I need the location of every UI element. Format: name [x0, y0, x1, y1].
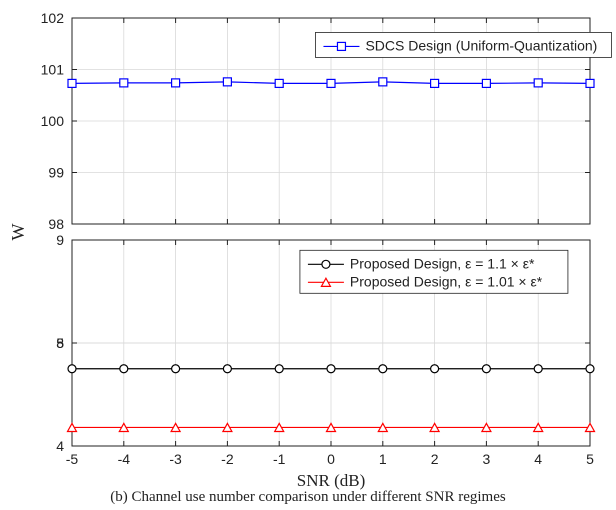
svg-text:SDCS Design (Uniform-Quantizat: SDCS Design (Uniform-Quantization) — [365, 37, 597, 53]
svg-text:-4: -4 — [118, 451, 131, 467]
svg-text:8: 8 — [56, 335, 64, 351]
svg-text:Proposed Design, ε = 1.1 × ε*: Proposed Design, ε = 1.1 × ε* — [350, 255, 535, 271]
svg-text:99: 99 — [48, 165, 64, 181]
svg-text:9: 9 — [56, 232, 64, 248]
svg-text:2: 2 — [431, 451, 439, 467]
svg-text:-3: -3 — [169, 451, 182, 467]
svg-text:3: 3 — [483, 451, 491, 467]
svg-text:W: W — [8, 224, 28, 241]
figure-container: 98991001011024589-5-4-3-2-1012345SNR (dB… — [0, 0, 616, 510]
svg-text:Proposed Design, ε = 1.01 × ε*: Proposed Design, ε = 1.01 × ε* — [350, 273, 543, 289]
svg-text:5: 5 — [586, 451, 594, 467]
svg-text:100: 100 — [41, 113, 65, 129]
svg-text:0: 0 — [327, 451, 335, 467]
svg-text:98: 98 — [48, 216, 64, 232]
chart-svg: 98991001011024589-5-4-3-2-1012345SNR (dB… — [0, 0, 616, 510]
svg-text:102: 102 — [41, 10, 65, 26]
svg-text:101: 101 — [41, 62, 65, 78]
svg-text:1: 1 — [379, 451, 387, 467]
svg-text:SNR (dB): SNR (dB) — [297, 471, 365, 490]
svg-text:4: 4 — [56, 438, 64, 454]
svg-text:-5: -5 — [66, 451, 79, 467]
svg-text:-1: -1 — [273, 451, 286, 467]
svg-text:-2: -2 — [221, 451, 234, 467]
svg-text:4: 4 — [534, 451, 542, 467]
figure-caption: (b) Channel use number comparison under … — [0, 489, 616, 506]
